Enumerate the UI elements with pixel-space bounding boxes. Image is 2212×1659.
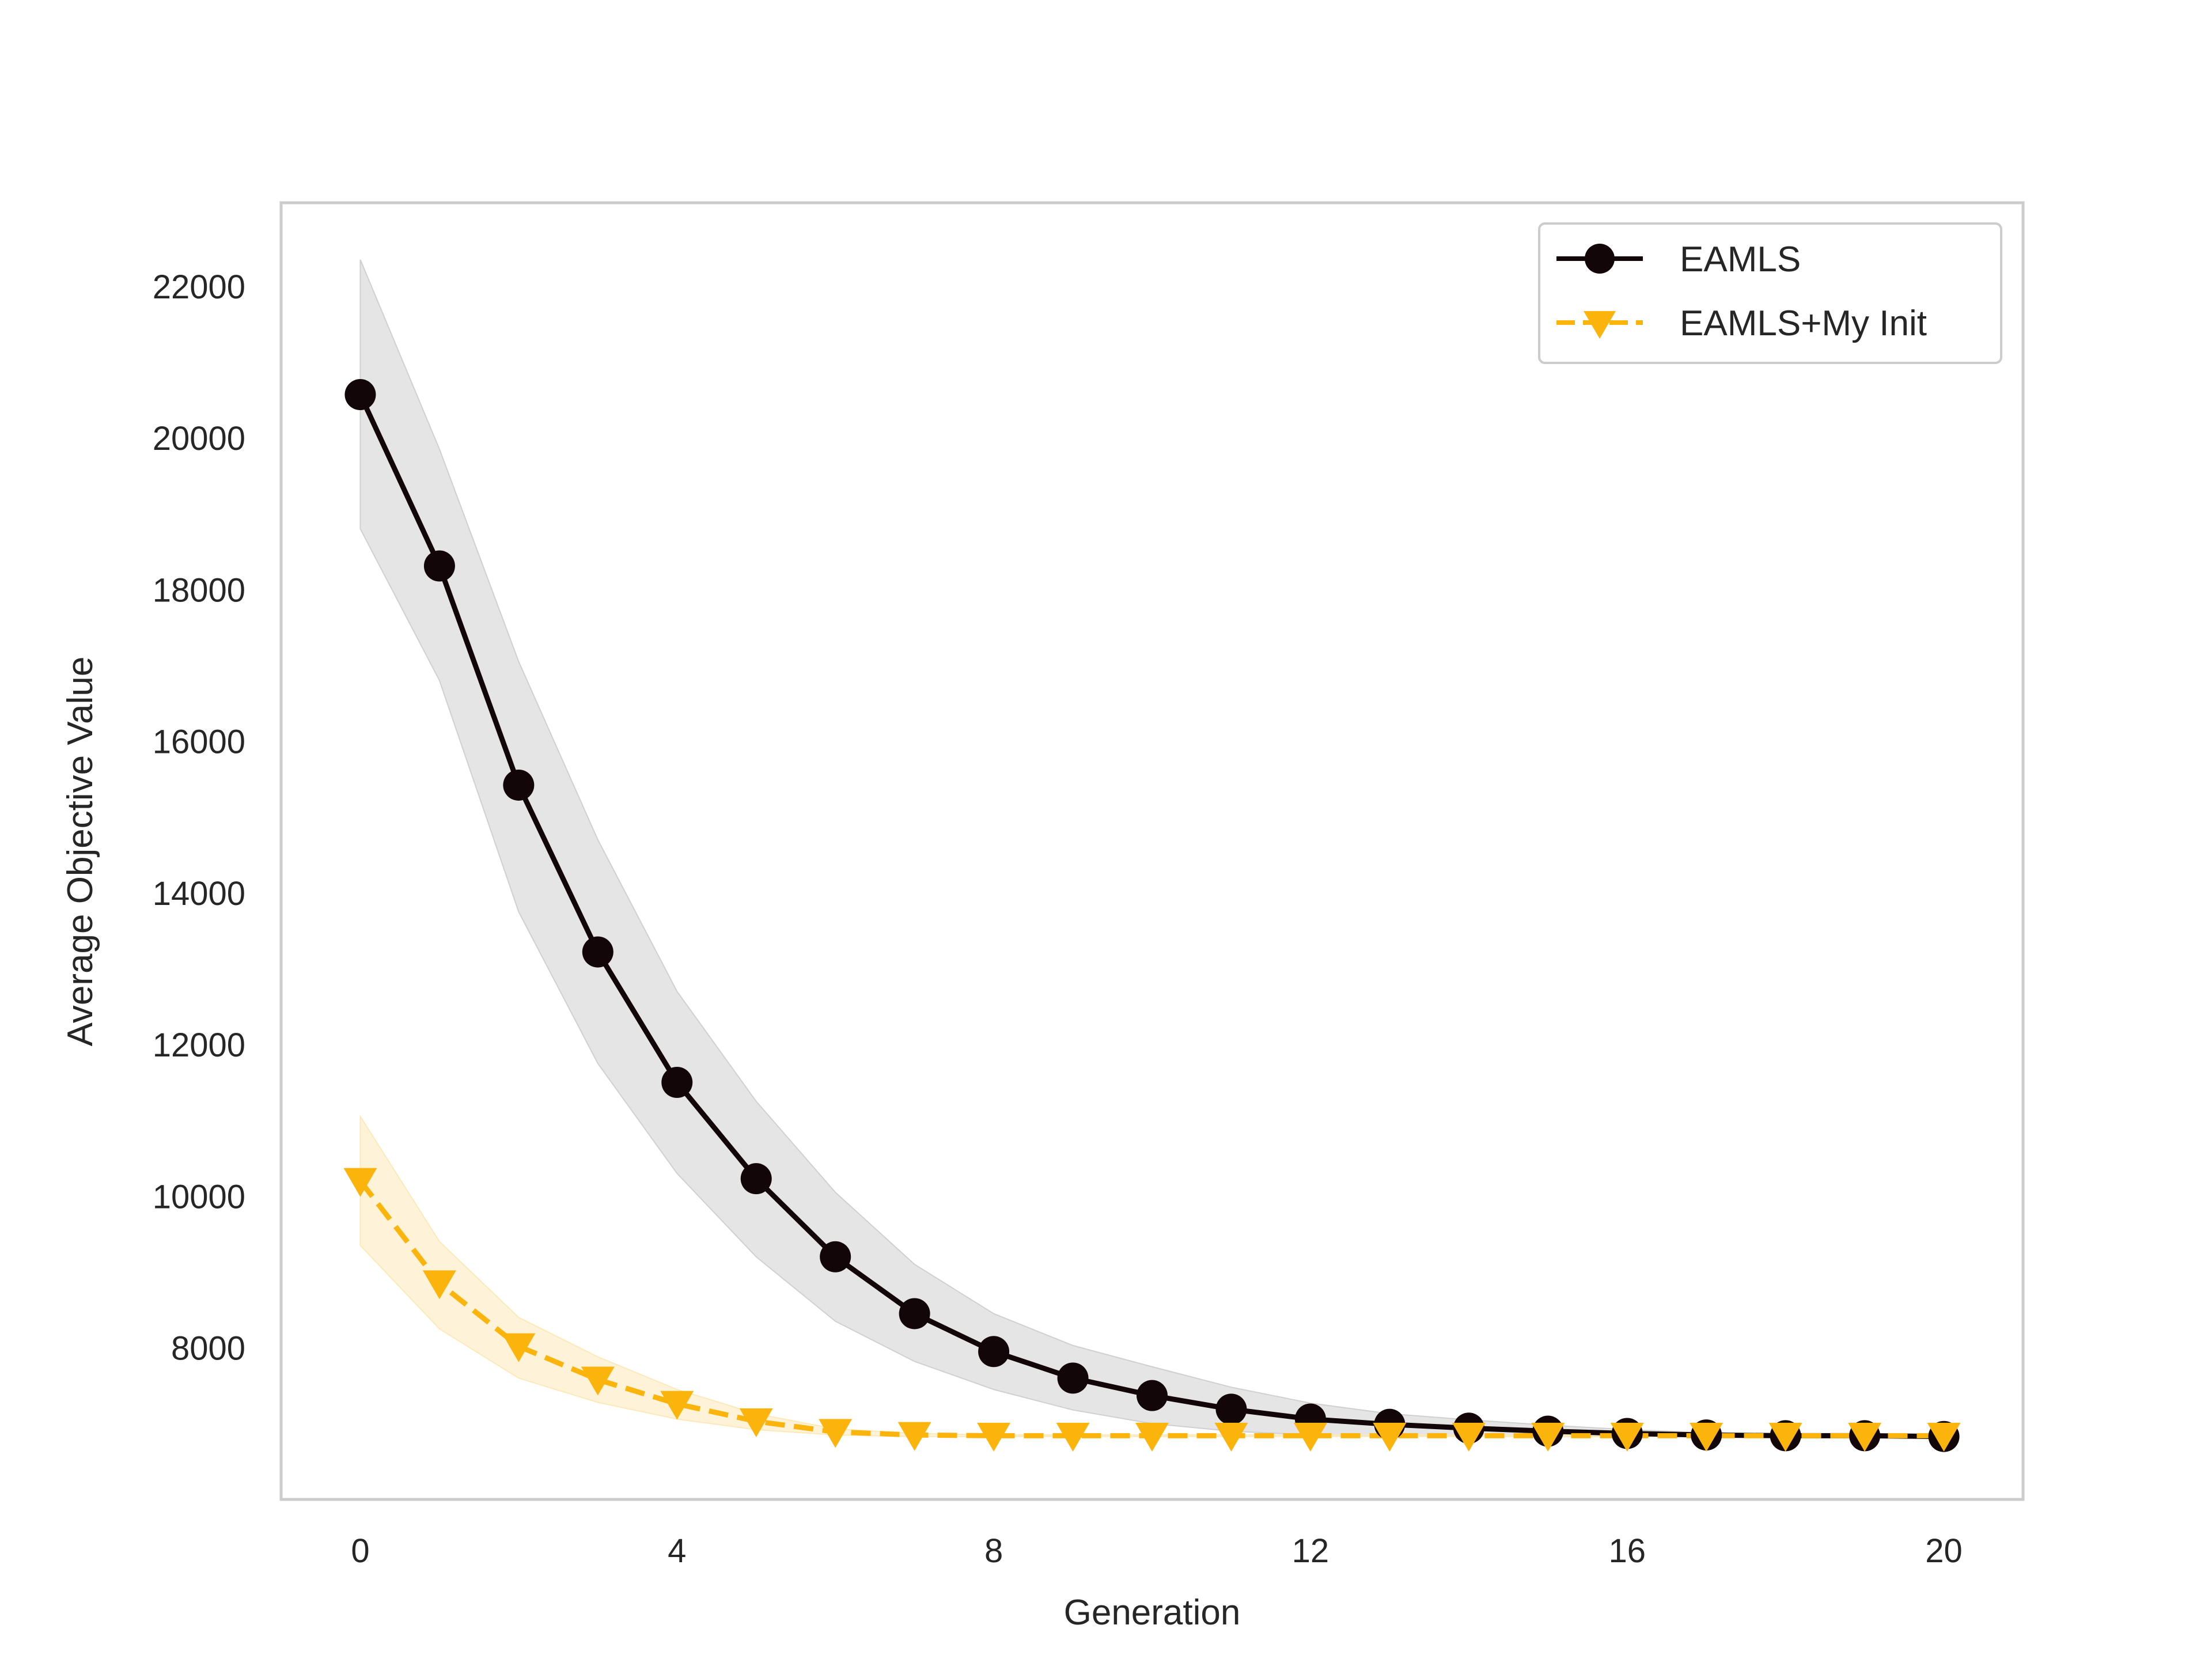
y-axis-ticks: 8000 10000 12000 14000 16000 18000 20000 22000: [153, 268, 245, 1368]
legend-entry-eamls-my-init: EAMLS+My Init: [1556, 304, 1927, 343]
y-tick-label: 18000: [153, 571, 245, 609]
point-eamls: [503, 769, 535, 801]
x-axis-label: Generation: [1064, 1593, 1241, 1633]
legend-marker-eamls-my-init: [1584, 311, 1616, 339]
legend-marker-eamls: [1585, 244, 1615, 274]
point-eamls-my-init: [1927, 1422, 1961, 1452]
x-tick-label: 20: [1925, 1532, 1963, 1570]
point-eamls: [582, 936, 613, 968]
y-axis-label: Average Objective Value: [60, 657, 100, 1047]
point-eamls-my-init: [1135, 1422, 1169, 1452]
point-eamls-my-init: [1531, 1422, 1565, 1452]
point-eamls: [978, 1336, 1010, 1368]
legend-entry-eamls: EAMLS: [1556, 240, 1801, 279]
point-eamls-my-init: [343, 1168, 377, 1197]
legend-label-eamls: EAMLS: [1680, 240, 1801, 279]
x-tick-label: 4: [668, 1532, 686, 1570]
legend: EAMLS EAMLS+My Init: [1538, 222, 2002, 364]
point-eamls: [820, 1241, 851, 1272]
y-tick-label: 10000: [153, 1178, 245, 1215]
legend-box: [1538, 222, 2002, 364]
y-tick-label: 20000: [153, 420, 245, 457]
point-eamls-my-init: [1373, 1422, 1407, 1452]
series-markers: [343, 379, 1961, 1452]
point-eamls: [899, 1298, 930, 1330]
y-tick-label: 8000: [171, 1330, 245, 1368]
point-eamls: [1137, 1380, 1168, 1411]
x-tick-label: 16: [1608, 1532, 1646, 1570]
point-eamls: [1215, 1393, 1247, 1425]
point-eamls-my-init: [819, 1419, 853, 1448]
x-tick-label: 12: [1292, 1532, 1330, 1570]
point-eamls-my-init: [1768, 1422, 1802, 1452]
point-eamls-my-init: [1214, 1422, 1248, 1452]
point-eamls: [344, 379, 376, 411]
point-eamls-my-init: [1848, 1422, 1882, 1452]
x-tick-label: 8: [984, 1532, 1003, 1570]
point-eamls: [740, 1163, 772, 1195]
point-eamls-my-init: [977, 1422, 1011, 1452]
point-eamls: [661, 1066, 693, 1098]
point-eamls-my-init: [1452, 1422, 1486, 1452]
legend-label-eamls-my-init: EAMLS+My Init: [1680, 304, 1927, 343]
point-eamls-my-init: [1293, 1422, 1327, 1452]
point-eamls-my-init: [660, 1391, 694, 1420]
x-axis-ticks: 0 4 8 12 16 20: [351, 1532, 1962, 1570]
point-eamls: [423, 550, 455, 582]
point-eamls-my-init: [1690, 1422, 1724, 1452]
x-tick-label: 0: [351, 1532, 369, 1570]
y-tick-label: 12000: [153, 1027, 245, 1064]
point-eamls: [1057, 1362, 1089, 1394]
point-eamls-my-init: [1610, 1422, 1644, 1452]
y-tick-label: 16000: [153, 724, 245, 761]
point-eamls-my-init: [739, 1408, 773, 1437]
point-eamls-my-init: [502, 1333, 536, 1362]
point-eamls-my-init: [422, 1270, 456, 1300]
point-eamls-my-init: [581, 1366, 615, 1396]
y-tick-label: 14000: [153, 875, 245, 912]
point-eamls-my-init: [1056, 1422, 1090, 1452]
point-eamls-my-init: [897, 1422, 931, 1451]
y-tick-label: 22000: [153, 268, 245, 306]
